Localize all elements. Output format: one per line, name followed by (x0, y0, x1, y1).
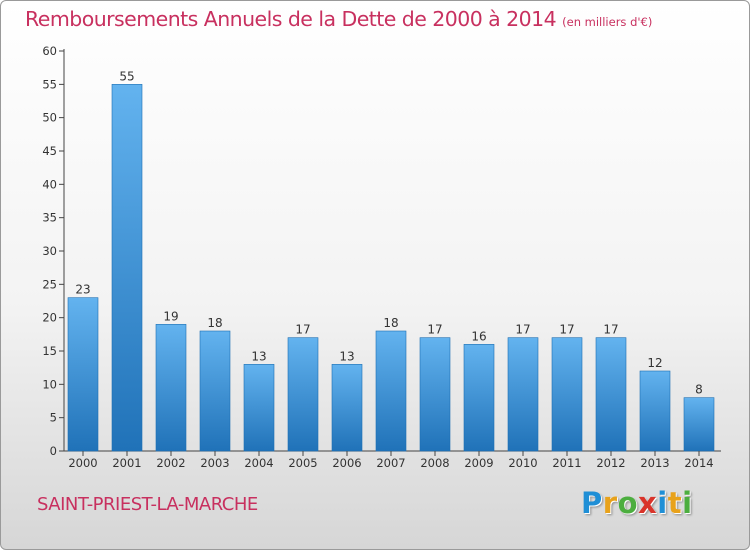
y-tick-label: 0 (50, 444, 57, 458)
chart-unit: (en milliers d'€) (562, 15, 653, 29)
x-tick-label: 2007 (376, 456, 405, 470)
bar (683, 397, 715, 452)
chart-title: Remboursements Annuels de la Dette de 20… (25, 7, 652, 31)
logo-letter: r (602, 486, 618, 520)
bar-value-label: 18 (383, 316, 398, 330)
bar-value-label: 17 (515, 323, 530, 337)
bar-value-label: 12 (647, 356, 662, 370)
proxiti-logo: Proxiti (581, 486, 693, 520)
bar (111, 84, 143, 452)
y-tick-label: 40 (42, 177, 57, 191)
y-tick-label: 45 (42, 144, 57, 158)
bar (419, 337, 451, 452)
y-tick-label: 15 (42, 344, 57, 358)
bar-value-label: 17 (559, 323, 574, 337)
y-tick-label: 10 (42, 377, 57, 391)
chart-title-text: Remboursements Annuels de la Dette de 20… (25, 7, 557, 31)
bar-value-label: 17 (603, 323, 618, 337)
x-tick-label: 2004 (244, 456, 273, 470)
bar (551, 337, 583, 452)
bar-value-label: 23 (75, 283, 90, 297)
logo-letter: i (657, 486, 668, 520)
logo-letter: x (638, 486, 658, 520)
bar-value-label: 13 (339, 349, 354, 363)
bar-value-label: 18 (207, 316, 222, 330)
y-tick-label: 5 (50, 411, 57, 425)
bar-value-label: 55 (119, 69, 134, 83)
logo-letter: P (581, 486, 603, 520)
bar (331, 364, 363, 452)
y-tick-label: 35 (42, 211, 57, 225)
x-tick-label: 2008 (420, 456, 449, 470)
logo-letter: t (667, 486, 683, 520)
bar (199, 330, 231, 452)
bar-value-label: 17 (295, 323, 310, 337)
bar (375, 330, 407, 452)
bar (287, 337, 319, 452)
x-tick-label: 2009 (464, 456, 493, 470)
bar (639, 370, 671, 452)
logo-letter: i (682, 486, 693, 520)
x-tick-label: 2003 (200, 456, 229, 470)
x-tick-label: 2014 (684, 456, 713, 470)
x-tick-label: 2002 (156, 456, 185, 470)
bar-value-label: 8 (695, 383, 703, 397)
commune-name: SAINT-PRIEST-LA-MARCHE (37, 494, 258, 515)
bar-value-label: 16 (471, 329, 486, 343)
y-tick-label: 20 (42, 311, 57, 325)
bar (507, 337, 539, 452)
bar (155, 324, 187, 452)
y-tick-label: 25 (42, 277, 57, 291)
bar-value-label: 13 (251, 349, 266, 363)
x-tick-label: 2001 (112, 456, 141, 470)
x-tick-label: 2006 (332, 456, 361, 470)
bar-value-label: 19 (163, 309, 178, 323)
bar (67, 297, 99, 452)
x-tick-label: 2005 (288, 456, 317, 470)
x-tick-label: 2012 (596, 456, 625, 470)
x-tick-label: 2011 (552, 456, 581, 470)
bar (463, 344, 495, 452)
y-tick-label: 30 (42, 244, 57, 258)
x-tick-label: 2000 (68, 456, 97, 470)
logo-letter: o (617, 486, 639, 520)
x-tick-label: 2013 (640, 456, 669, 470)
y-tick-label: 60 (42, 44, 57, 58)
bar-value-label: 17 (427, 323, 442, 337)
y-tick-label: 50 (42, 111, 57, 125)
y-tick-label: 55 (42, 77, 57, 91)
bar (595, 337, 627, 452)
bar (243, 364, 275, 452)
x-tick-label: 2010 (508, 456, 537, 470)
